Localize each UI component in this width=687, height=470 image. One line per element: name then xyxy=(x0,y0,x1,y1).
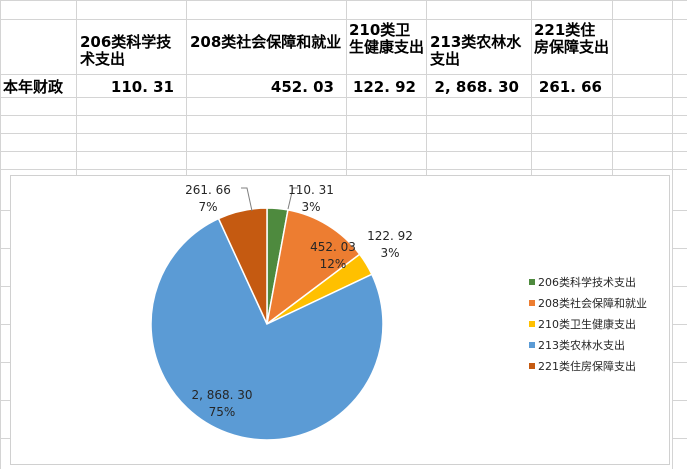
value-cell-housing[interactable]: 261. 66 xyxy=(538,79,602,96)
pie-chart: 110. 31 3% 452. 03 12% 122. 92 3% 2, 868. 30 75… xyxy=(150,183,647,441)
legend-swatch-0 xyxy=(529,279,535,285)
data-label-value-0: 110. 31 xyxy=(288,183,334,197)
pie-slice-1 xyxy=(265,209,361,326)
header-cell-social-security[interactable]: 208类社会保障和就业 xyxy=(190,34,342,51)
legend-label-4: 221类住房保障支出 xyxy=(538,359,636,373)
value-cell-health[interactable]: 122. 92 xyxy=(352,79,416,96)
data-label-value-4: 261. 66 xyxy=(185,183,231,197)
legend-label-2: 210类卫生健康支出 xyxy=(538,317,636,331)
legend-swatch-2 xyxy=(529,321,535,327)
pie-slice-4 xyxy=(217,207,268,325)
data-label-percent-1: 12% xyxy=(320,257,347,271)
data-label-percent-2: 3% xyxy=(380,246,399,260)
data-label-percent-3: 75% xyxy=(209,405,236,419)
legend-swatch-1 xyxy=(529,300,535,306)
pie-chart-panel[interactable]: 110. 31 3% 452. 03 12% 122. 92 3% 2, 868. 30 75… xyxy=(10,175,670,465)
data-label-percent-0: 3% xyxy=(301,200,320,214)
value-cell-agriculture[interactable]: 2, 868. 30 xyxy=(434,79,519,96)
legend-label-0: 206类科学技术支出 xyxy=(538,275,636,289)
header-cell-agriculture[interactable]: 213类农林水支出 xyxy=(430,34,522,68)
data-label-value-2: 122. 92 xyxy=(367,229,413,243)
legend-label-3: 213类农林水支出 xyxy=(538,338,625,352)
value-cell-social-security[interactable]: 452. 03 xyxy=(270,79,334,96)
pie-slice-3 xyxy=(150,217,384,441)
data-label-percent-4: 7% xyxy=(198,200,217,214)
legend-label-1: 208类社会保障和就业 xyxy=(538,296,647,310)
header-cell-science[interactable]: 206类科学技术支出 xyxy=(80,34,172,68)
leader-line-4 xyxy=(241,187,253,212)
legend-swatch-4 xyxy=(529,363,535,369)
legend-swatch-3 xyxy=(529,342,535,348)
header-cell-health[interactable]: 210类卫生健康支出 xyxy=(349,22,424,56)
leader-line-0 xyxy=(287,187,298,210)
header-cell-housing[interactable]: 221类住房保障支出 xyxy=(534,22,610,56)
row-label-cell[interactable]: 本年财政 xyxy=(3,79,64,96)
value-cell-science[interactable]: 110. 31 xyxy=(110,79,174,96)
data-label-value-1: 452. 03 xyxy=(310,240,356,254)
data-label-value-3: 2, 868. 30 xyxy=(191,388,252,402)
